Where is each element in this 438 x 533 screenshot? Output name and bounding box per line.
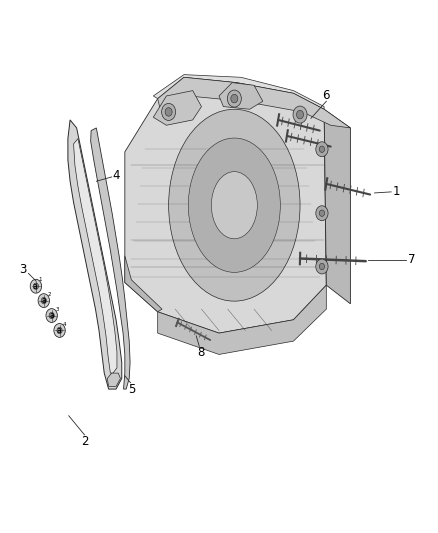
Polygon shape (74, 139, 117, 373)
Polygon shape (158, 77, 350, 128)
Text: 6: 6 (322, 90, 330, 102)
Text: 3: 3 (19, 263, 26, 276)
Circle shape (162, 103, 176, 120)
Circle shape (316, 259, 328, 274)
Polygon shape (107, 373, 120, 386)
Circle shape (316, 142, 328, 157)
Text: 5: 5 (129, 383, 136, 395)
Circle shape (231, 94, 238, 103)
Circle shape (49, 312, 54, 319)
Text: 2: 2 (47, 292, 51, 297)
Circle shape (38, 294, 49, 308)
Circle shape (57, 327, 62, 334)
Polygon shape (153, 91, 201, 125)
Text: 8: 8 (197, 346, 204, 359)
Polygon shape (125, 77, 326, 333)
Circle shape (227, 90, 241, 107)
Text: 3: 3 (55, 306, 59, 312)
Polygon shape (153, 75, 324, 109)
Text: a: a (42, 296, 46, 305)
Polygon shape (125, 256, 162, 312)
Text: a: a (49, 311, 54, 320)
Text: 1: 1 (392, 185, 400, 198)
Circle shape (319, 210, 325, 216)
Circle shape (316, 206, 328, 221)
Ellipse shape (169, 109, 300, 301)
Circle shape (297, 110, 304, 119)
Polygon shape (91, 128, 130, 389)
Circle shape (41, 297, 46, 304)
Text: 4: 4 (63, 321, 66, 327)
Circle shape (46, 309, 57, 322)
Ellipse shape (188, 138, 280, 272)
Circle shape (54, 324, 65, 337)
Circle shape (319, 146, 325, 152)
Text: 2: 2 (81, 435, 88, 448)
Text: 4: 4 (112, 169, 120, 182)
Ellipse shape (211, 172, 257, 239)
Text: a: a (33, 282, 37, 290)
Circle shape (33, 283, 39, 289)
Text: 7: 7 (408, 253, 416, 266)
Polygon shape (324, 109, 350, 304)
Polygon shape (158, 285, 326, 354)
Circle shape (30, 279, 42, 293)
Circle shape (293, 106, 307, 123)
Text: 1: 1 (39, 277, 42, 282)
Circle shape (165, 108, 172, 116)
Polygon shape (219, 83, 263, 109)
Circle shape (319, 263, 325, 270)
Polygon shape (68, 120, 122, 389)
Text: a: a (57, 326, 61, 335)
